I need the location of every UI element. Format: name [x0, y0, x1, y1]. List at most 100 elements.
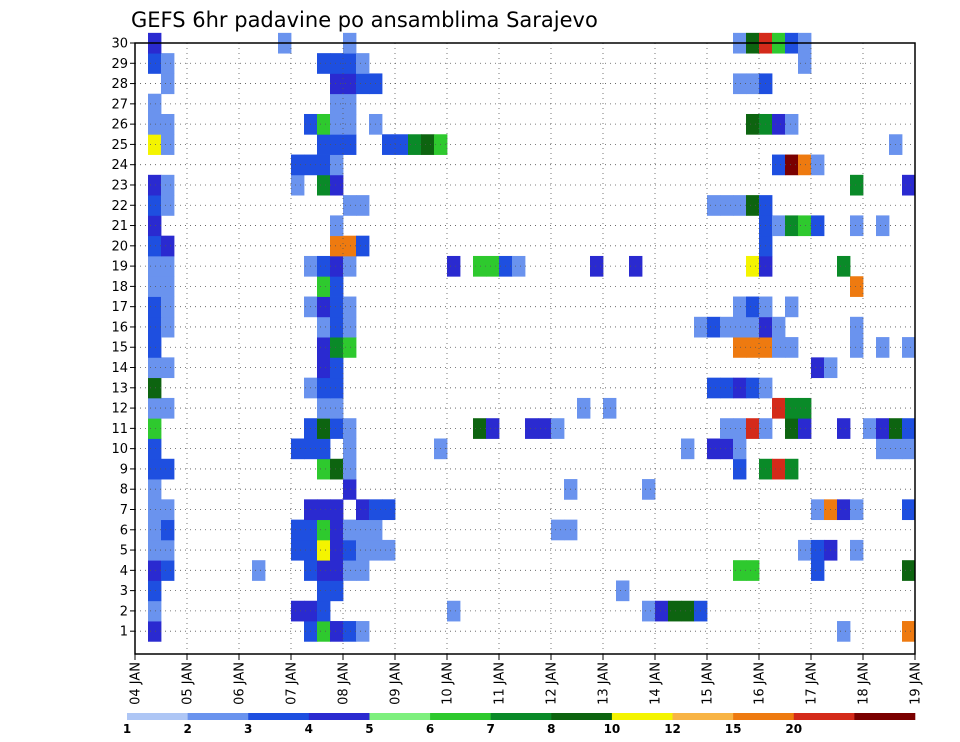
heatmap-cell-m4-t16	[343, 560, 357, 581]
heatmap-cell-m2-t39	[642, 600, 656, 622]
heatmap-cell-m19-t35	[590, 255, 604, 277]
heatmap-cell-m10-t42	[681, 438, 695, 460]
legend-label: 1	[123, 722, 131, 736]
heatmap-cell-m26-t2	[161, 113, 175, 135]
heatmap-cell-m22-t1	[148, 195, 162, 216]
heatmap-cell-m3-t15	[330, 580, 344, 602]
heatmap-cell-m22-t46	[733, 195, 747, 216]
heatmap-cell-m17-t47	[746, 296, 760, 318]
heatmap-cell-m16-t1	[148, 316, 162, 338]
heatmap-cell-m23-t12	[291, 174, 305, 196]
heatmap-cell-m10-t59	[902, 438, 916, 460]
heatmap-cell-m24-t49	[772, 154, 786, 176]
heatmap-cell-m15-t46	[733, 337, 747, 358]
heatmap-cell-m2-t14	[317, 600, 331, 622]
heatmap-cell-m20-t2	[161, 235, 175, 257]
heatmap-cell-m24-t51	[798, 154, 812, 176]
heatmap-cell-m12-t49	[772, 397, 786, 419]
heatmap-cell-m15-t47	[746, 337, 760, 358]
y-tick-label: 7	[120, 503, 128, 518]
heatmap-cell-m22-t17	[356, 195, 370, 216]
heatmap-cell-m7-t17	[356, 499, 370, 521]
heatmap-cell-m25-t1	[148, 134, 162, 155]
heatmap-cell-m17-t1	[148, 296, 162, 318]
heatmap-cell-m19-t27	[486, 255, 500, 277]
heatmap-cell-m25-t14	[317, 134, 331, 155]
legend-swatch	[854, 713, 916, 720]
heatmap-cell-m13-t47	[746, 377, 760, 399]
heatmap-cell-m14-t15	[330, 357, 344, 379]
heatmap-cell-m19-t54	[837, 255, 851, 277]
heatmap-cell-m10-t44	[707, 438, 721, 460]
heatmap-cell-m19-t26	[473, 255, 487, 277]
heatmap-cell-m11-t50	[785, 418, 799, 439]
heatmap-cell-m15-t15	[330, 337, 344, 358]
heatmap-cell-m19-t29	[512, 255, 526, 277]
heatmap-cell-m1-t15	[330, 621, 344, 642]
heatmap-cell-m11-t31	[538, 418, 552, 439]
heatmap-cell-m22-t45	[720, 195, 734, 216]
legend-label: 7	[487, 722, 495, 736]
legend-swatch	[490, 713, 552, 720]
heatmap-cell-m2-t1	[148, 600, 162, 622]
heatmap-cell-m29-t16	[343, 53, 357, 74]
heatmap-cell-m7-t2	[161, 499, 175, 521]
legend-label: 10	[604, 722, 621, 736]
legend-label: 3	[244, 722, 252, 736]
heatmap-cell-m4-t2	[161, 560, 175, 581]
heatmap-cell-m13-t1	[148, 377, 162, 399]
heatmap-cell-m16-t46	[733, 316, 747, 338]
heatmap-cell-m7-t55	[850, 499, 864, 521]
heatmap-cell-m16-t16	[343, 316, 357, 338]
x-tick-label: 08 JAN	[337, 662, 352, 705]
color-legend: 1 2 3 4 5 6 7 8 10 12 15 20	[123, 713, 916, 736]
heatmap-cell-m12-t50	[785, 397, 799, 419]
y-axis: 1234567891011121314151617181920212223242…	[111, 37, 135, 640]
heatmap-cell-m27-t16	[343, 93, 357, 115]
heatmap-cell-m22-t2	[161, 195, 175, 216]
y-tick-label: 20	[111, 239, 128, 254]
y-tick-label: 14	[111, 361, 128, 376]
heatmap-cell-m19-t47	[746, 255, 760, 277]
y-tick-label: 8	[120, 483, 128, 498]
heatmap-cell-m15-t55	[850, 337, 864, 358]
heatmap-cell-m11-t51	[798, 418, 812, 439]
y-tick-label: 21	[111, 219, 128, 234]
heatmap-cell-m7-t19	[382, 499, 396, 521]
heatmap-cell-m21-t52	[811, 215, 825, 237]
heatmap-cell-m5-t15	[330, 539, 344, 561]
heatmap-cell-m29-t1	[148, 53, 162, 74]
heatmap-cell-m3-t1	[148, 580, 162, 602]
heatmap-cell-m23-t59	[902, 174, 916, 196]
heatmap-cell-m11-t16	[343, 418, 357, 439]
y-tick-label: 28	[111, 77, 128, 92]
y-tick-label: 13	[111, 381, 128, 396]
heatmap-cell-m6-t12	[291, 519, 305, 541]
heatmap-cell-m26-t1	[148, 113, 162, 135]
y-tick-label: 23	[111, 178, 128, 193]
heatmap-cell-m5-t14	[317, 539, 331, 561]
legend-swatch	[187, 713, 249, 720]
heatmap-cell-m16-t45	[720, 316, 734, 338]
heatmap-cell-m6-t17	[356, 519, 370, 541]
heatmap-cell-m22-t44	[707, 195, 721, 216]
heatmap-cell-m5-t55	[850, 539, 864, 561]
heatmap-cell-m16-t47	[746, 316, 760, 338]
heatmap-cell-m11-t14	[317, 418, 331, 439]
heatmap-cell-m9-t1	[148, 458, 162, 480]
heatmap-cell-m4-t59	[902, 560, 916, 581]
heatmap-cell-m11-t57	[876, 418, 890, 439]
heatmap-cell-m5-t52	[811, 539, 825, 561]
y-tick-label: 2	[120, 604, 128, 619]
x-tick-label: 07 JAN	[285, 662, 300, 705]
heatmap-cell-m5-t51	[798, 539, 812, 561]
heatmap-cell-m4-t52	[811, 560, 825, 581]
heatmap-cell-m2-t24	[447, 600, 461, 622]
legend-label: 20	[785, 722, 802, 736]
x-tick-label: 17 JAN	[805, 662, 820, 705]
heatmap-cell-m23-t2	[161, 174, 175, 196]
heatmap-cell-m8-t1	[148, 479, 162, 500]
heatmap-cell-m1-t59	[902, 621, 916, 642]
heatmap-cell-m5-t1	[148, 539, 162, 561]
heatmap-cell-m7-t15	[330, 499, 344, 521]
